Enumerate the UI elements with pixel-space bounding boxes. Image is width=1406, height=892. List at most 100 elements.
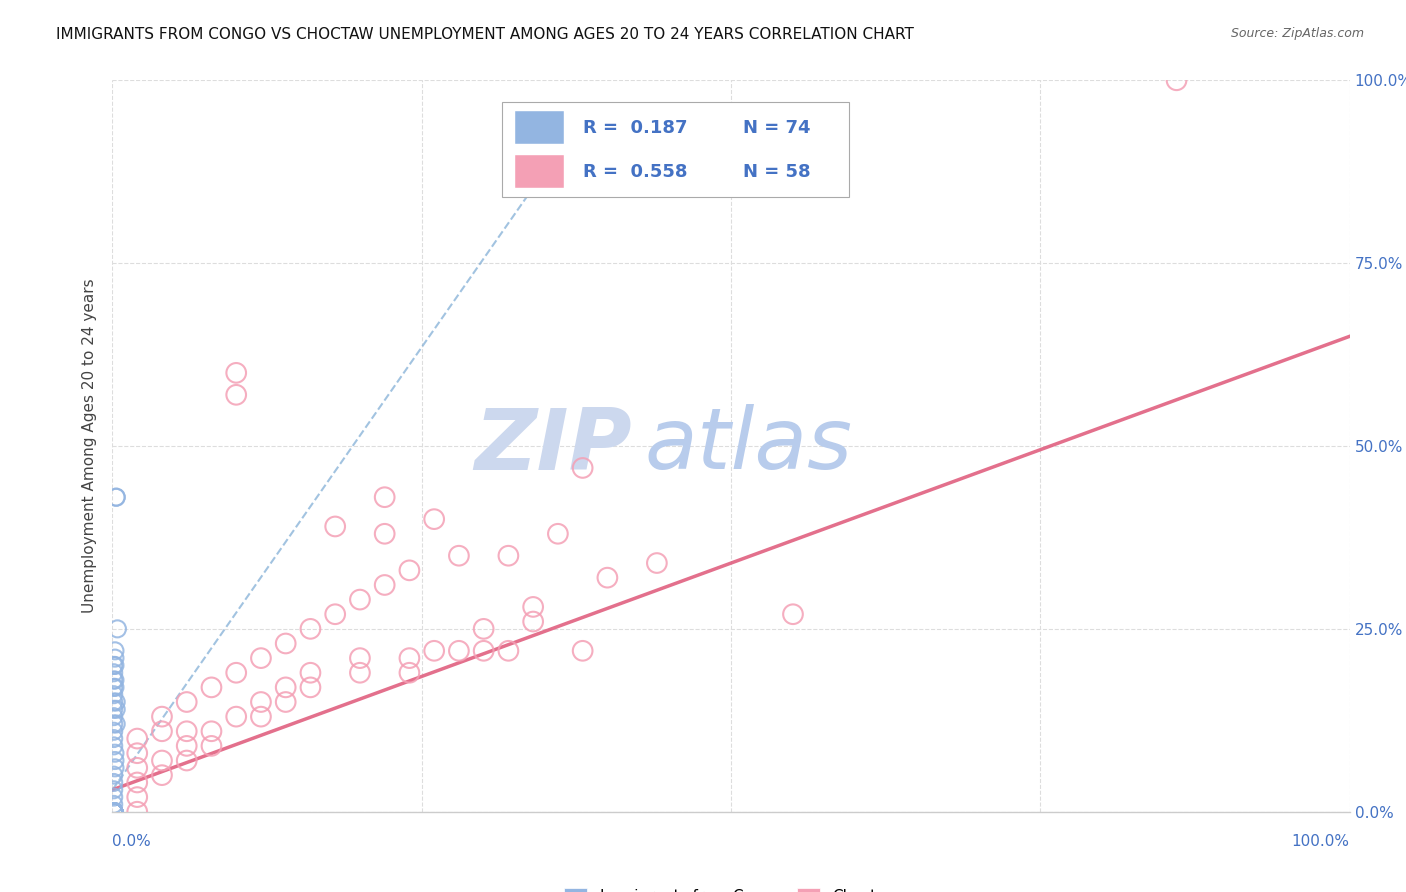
Point bbox=[103, 658, 125, 673]
Point bbox=[103, 805, 125, 819]
Point bbox=[103, 805, 125, 819]
Point bbox=[447, 644, 470, 658]
Point bbox=[104, 644, 127, 658]
Point bbox=[105, 490, 128, 504]
Point bbox=[127, 805, 149, 819]
Point bbox=[103, 805, 125, 819]
Point bbox=[103, 805, 125, 819]
Point bbox=[103, 681, 125, 695]
Point bbox=[103, 805, 125, 819]
Point bbox=[103, 805, 125, 819]
FancyBboxPatch shape bbox=[502, 103, 849, 197]
Point bbox=[150, 709, 173, 723]
Point bbox=[103, 805, 125, 819]
Point bbox=[103, 805, 125, 819]
Point bbox=[250, 651, 273, 665]
Point bbox=[498, 549, 520, 563]
Point bbox=[225, 665, 247, 680]
Point bbox=[103, 702, 125, 716]
Point bbox=[103, 805, 125, 819]
Point bbox=[103, 805, 125, 819]
Point bbox=[299, 622, 322, 636]
Point bbox=[103, 805, 125, 819]
Point bbox=[250, 695, 273, 709]
Point bbox=[103, 805, 125, 819]
Point bbox=[225, 709, 247, 723]
Point bbox=[103, 688, 125, 702]
Point bbox=[472, 644, 495, 658]
Point bbox=[103, 805, 125, 819]
Point bbox=[103, 805, 125, 819]
Point bbox=[127, 746, 149, 760]
Point bbox=[104, 761, 127, 775]
Text: IMMIGRANTS FROM CONGO VS CHOCTAW UNEMPLOYMENT AMONG AGES 20 TO 24 YEARS CORRELAT: IMMIGRANTS FROM CONGO VS CHOCTAW UNEMPLO… bbox=[56, 27, 914, 42]
Text: 0.0%: 0.0% bbox=[112, 834, 152, 849]
Point bbox=[104, 658, 127, 673]
Point bbox=[522, 615, 544, 629]
Point bbox=[596, 571, 619, 585]
FancyBboxPatch shape bbox=[515, 155, 564, 188]
Point bbox=[250, 709, 273, 723]
Point bbox=[103, 805, 125, 819]
Point bbox=[105, 695, 128, 709]
Point bbox=[103, 805, 125, 819]
Point bbox=[127, 790, 149, 805]
Point bbox=[103, 805, 125, 819]
Point bbox=[398, 651, 420, 665]
Text: atlas: atlas bbox=[644, 404, 852, 488]
Point bbox=[103, 805, 125, 819]
Point bbox=[349, 651, 371, 665]
Point bbox=[274, 681, 297, 695]
Point bbox=[103, 731, 125, 746]
Text: Source: ZipAtlas.com: Source: ZipAtlas.com bbox=[1230, 27, 1364, 40]
Point bbox=[105, 702, 128, 716]
Point bbox=[127, 775, 149, 789]
Point bbox=[103, 673, 125, 687]
Point bbox=[423, 512, 446, 526]
Point bbox=[104, 651, 127, 665]
Point bbox=[103, 790, 125, 805]
Point bbox=[103, 695, 125, 709]
Point bbox=[323, 607, 346, 622]
Point bbox=[349, 592, 371, 607]
Point bbox=[225, 366, 247, 380]
Point bbox=[103, 805, 125, 819]
Point bbox=[104, 754, 127, 768]
Point bbox=[200, 681, 222, 695]
Point bbox=[176, 739, 198, 753]
Point bbox=[398, 665, 420, 680]
Point bbox=[423, 644, 446, 658]
Point bbox=[103, 805, 125, 819]
Legend: Immigrants from Congo, Choctaw: Immigrants from Congo, Choctaw bbox=[558, 881, 904, 892]
Point bbox=[103, 717, 125, 731]
Point bbox=[299, 681, 322, 695]
Point bbox=[103, 805, 125, 819]
Point bbox=[645, 556, 668, 570]
Point bbox=[103, 805, 125, 819]
Point bbox=[1166, 73, 1188, 87]
Point bbox=[150, 724, 173, 739]
Point bbox=[103, 805, 125, 819]
Point bbox=[103, 805, 125, 819]
Point bbox=[200, 724, 222, 739]
Point bbox=[103, 724, 125, 739]
Point bbox=[150, 754, 173, 768]
Point bbox=[472, 622, 495, 636]
Point bbox=[103, 805, 125, 819]
Point bbox=[782, 607, 804, 622]
Point bbox=[103, 775, 125, 789]
Point bbox=[104, 746, 127, 760]
Point bbox=[374, 490, 396, 504]
Point bbox=[103, 805, 125, 819]
Point bbox=[176, 754, 198, 768]
Point bbox=[176, 695, 198, 709]
Point bbox=[571, 461, 593, 475]
Point bbox=[176, 724, 198, 739]
Text: ZIP: ZIP bbox=[474, 404, 633, 488]
Point bbox=[104, 681, 127, 695]
Point bbox=[103, 805, 125, 819]
Point bbox=[225, 388, 247, 402]
Point bbox=[103, 805, 125, 819]
Point bbox=[103, 805, 125, 819]
Point bbox=[103, 805, 125, 819]
